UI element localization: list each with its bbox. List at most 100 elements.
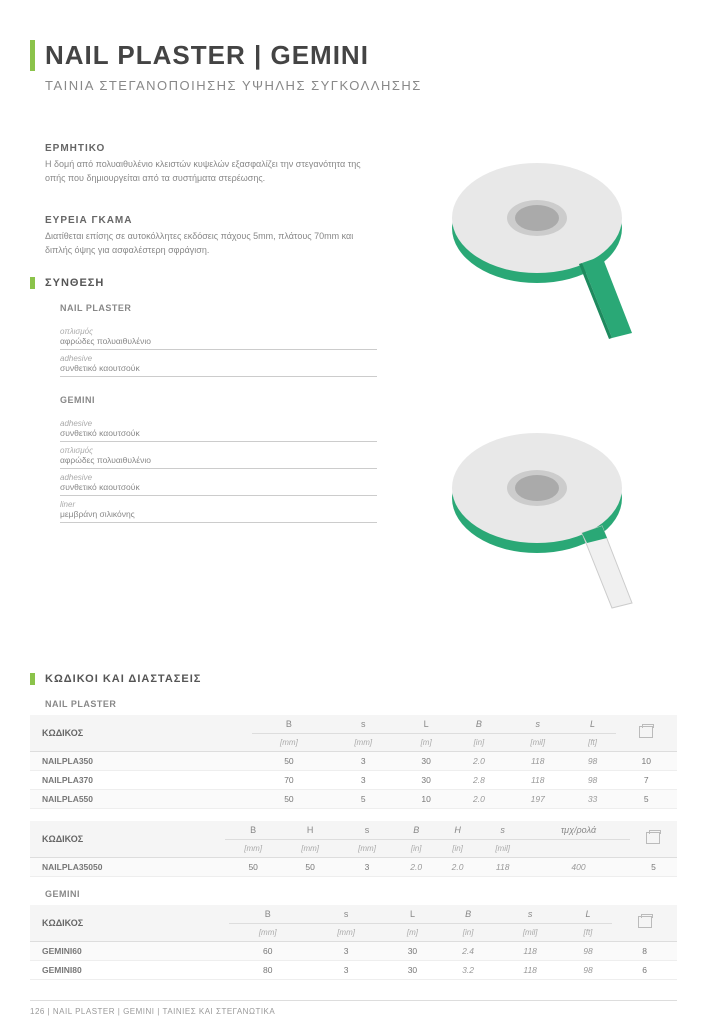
col-unit: [in] (437, 840, 478, 858)
layer-row: adhesiveσυνθετικό καουτσούκ (60, 415, 377, 442)
layer-label: adhesive (60, 473, 377, 482)
layer-label: liner (60, 500, 377, 509)
table-row: NAILPLA350503302.01189810 (30, 752, 677, 771)
right-column (397, 113, 677, 653)
col-unit: [mm] (307, 924, 385, 942)
col-header: B (452, 715, 506, 734)
cell: 3 (326, 771, 400, 790)
cell-code: GEMINI80 (30, 961, 229, 980)
layer-value: συνθετικό καουτσούκ (60, 482, 377, 492)
left-column: ΕΡΜΗΤΙΚΟ Η δομή από πολυαιθυλένιο κλειστώ… (30, 113, 377, 653)
cell: 50 (252, 790, 326, 809)
col-unit: [m] (385, 924, 439, 942)
cell: 197 (506, 790, 570, 809)
product-image-box (397, 113, 677, 653)
col-unit: [mm] (252, 734, 326, 752)
layer-value: μεμβράνη σιλικόνης (60, 509, 377, 519)
cell-code: NAILPLA550 (30, 790, 252, 809)
cell: 98 (570, 771, 616, 790)
col-unit: [mil] (478, 840, 527, 858)
cell: 5 (326, 790, 400, 809)
cell: 118 (506, 752, 570, 771)
cell: 3 (339, 858, 396, 877)
cell: 2.8 (452, 771, 506, 790)
col-header: s (497, 905, 564, 924)
col-header: H (282, 821, 339, 840)
layer-label: adhesive (60, 354, 377, 363)
cell: 98 (564, 961, 612, 980)
layer-value: αφρώδες πολυαιθυλένιο (60, 455, 377, 465)
cell: 70 (252, 771, 326, 790)
tape-roll-bottom-icon (437, 408, 637, 628)
col-unit (527, 840, 630, 858)
col-header: s (307, 905, 385, 924)
section-composition: ΣΥΝΘΕΣΗ (30, 277, 377, 289)
cell: 3 (307, 961, 385, 980)
col-unit: [mm] (339, 840, 396, 858)
feature-block: ΕΡΜΗΤΙΚΟ Η δομή από πολυαιθυλένιο κλειστώ… (45, 143, 377, 185)
cell: 50 (282, 858, 339, 877)
col-header: B (252, 715, 326, 734)
col-code: ΚΩΔΙΚΟΣ (30, 821, 225, 858)
col-box-icon (630, 821, 677, 858)
composition-group-2: GEMINI adhesiveσυνθετικό καουτσούκοπλισμ… (60, 395, 377, 523)
layer-value: συνθετικό καουτσούκ (60, 428, 377, 438)
col-header: L (400, 715, 452, 734)
cell: 30 (385, 961, 439, 980)
cell: 33 (570, 790, 616, 809)
layer-label: adhesive (60, 419, 377, 428)
feature-title: ΕΡΜΗΤΙΚΟ (45, 143, 377, 154)
table-row: GEMINI80803303.2118986 (30, 961, 677, 980)
cell: 3 (307, 942, 385, 961)
cell: 10 (616, 752, 677, 771)
col-header: s (326, 715, 400, 734)
cell: 98 (564, 942, 612, 961)
cell: 7 (616, 771, 677, 790)
table-nail-plaster-1: ΚΩΔΙΚΟΣBsLBsL[mm][mm][m][in][mil][ft]NAI… (30, 715, 677, 809)
col-unit: [mil] (506, 734, 570, 752)
cell: 118 (478, 858, 527, 877)
col-unit: [in] (452, 734, 506, 752)
cell: 98 (570, 752, 616, 771)
table-row: NAILPLA35050505032.02.01184005 (30, 858, 677, 877)
title-block: NAIL PLASTER | GEMINI ΤΑΙΝΙΑ ΣΤΕΓΑΝΟΠΟΙΗ… (30, 40, 677, 95)
cell: 60 (229, 942, 307, 961)
feature-title: ΕΥΡΕΙΑ ΓΚΑΜΑ (45, 215, 377, 226)
page-footer: 126 | NAIL PLASTER | GEMINI | ΤΑΙΝΙΕΣ ΚΑ… (30, 1000, 677, 1016)
cell-code: GEMINI60 (30, 942, 229, 961)
cell: 118 (497, 942, 564, 961)
section-codes: ΚΩΔΙΚΟΙ ΚΑΙ ΔΙΑΣΤΑΣΕΙΣ (30, 673, 677, 685)
cell: 80 (229, 961, 307, 980)
col-code: ΚΩΔΙΚΟΣ (30, 905, 229, 942)
package-icon (638, 916, 652, 928)
cell: 400 (527, 858, 630, 877)
col-header: B (225, 821, 282, 840)
cell-code: NAILPLA350 (30, 752, 252, 771)
composition-group-1: NAIL PLASTER οπλισμόςαφρώδες πολυαιθυλέν… (60, 303, 377, 377)
feature-text: Διατίθεται επίσης σε αυτοκόλλητες εκδόσε… (45, 230, 377, 257)
comp-name: GEMINI (60, 395, 377, 405)
col-unit: [mm] (225, 840, 282, 858)
package-icon (639, 726, 653, 738)
cell: 30 (400, 752, 452, 771)
layer-row: adhesiveσυνθετικό καουτσούκ (60, 350, 377, 377)
feature-text: Η δομή από πολυαιθυλένιο κλειστών κυψελώ… (45, 158, 377, 185)
cell: 30 (385, 942, 439, 961)
comp-name: NAIL PLASTER (60, 303, 377, 313)
col-unit: [mm] (229, 924, 307, 942)
feature-block: ΕΥΡΕΙΑ ΓΚΑΜΑ Διατίθεται επίσης σε αυτοκόλ… (45, 215, 377, 257)
cell: 2.0 (437, 858, 478, 877)
table3-name: GEMINI (45, 889, 677, 899)
col-header: L (385, 905, 439, 924)
col-header: s (339, 821, 396, 840)
layer-row: οπλισμόςαφρώδες πολυαιθυλένιο (60, 442, 377, 469)
col-code: ΚΩΔΙΚΟΣ (30, 715, 252, 752)
col-header: B (396, 821, 437, 840)
package-icon (646, 832, 660, 844)
layer-row: adhesiveσυνθετικό καουτσούκ (60, 469, 377, 496)
cell: 3 (326, 752, 400, 771)
table1-name: NAIL PLASTER (45, 699, 677, 709)
tape-roll-top-icon (437, 138, 637, 358)
cell: 30 (400, 771, 452, 790)
col-header: L (570, 715, 616, 734)
